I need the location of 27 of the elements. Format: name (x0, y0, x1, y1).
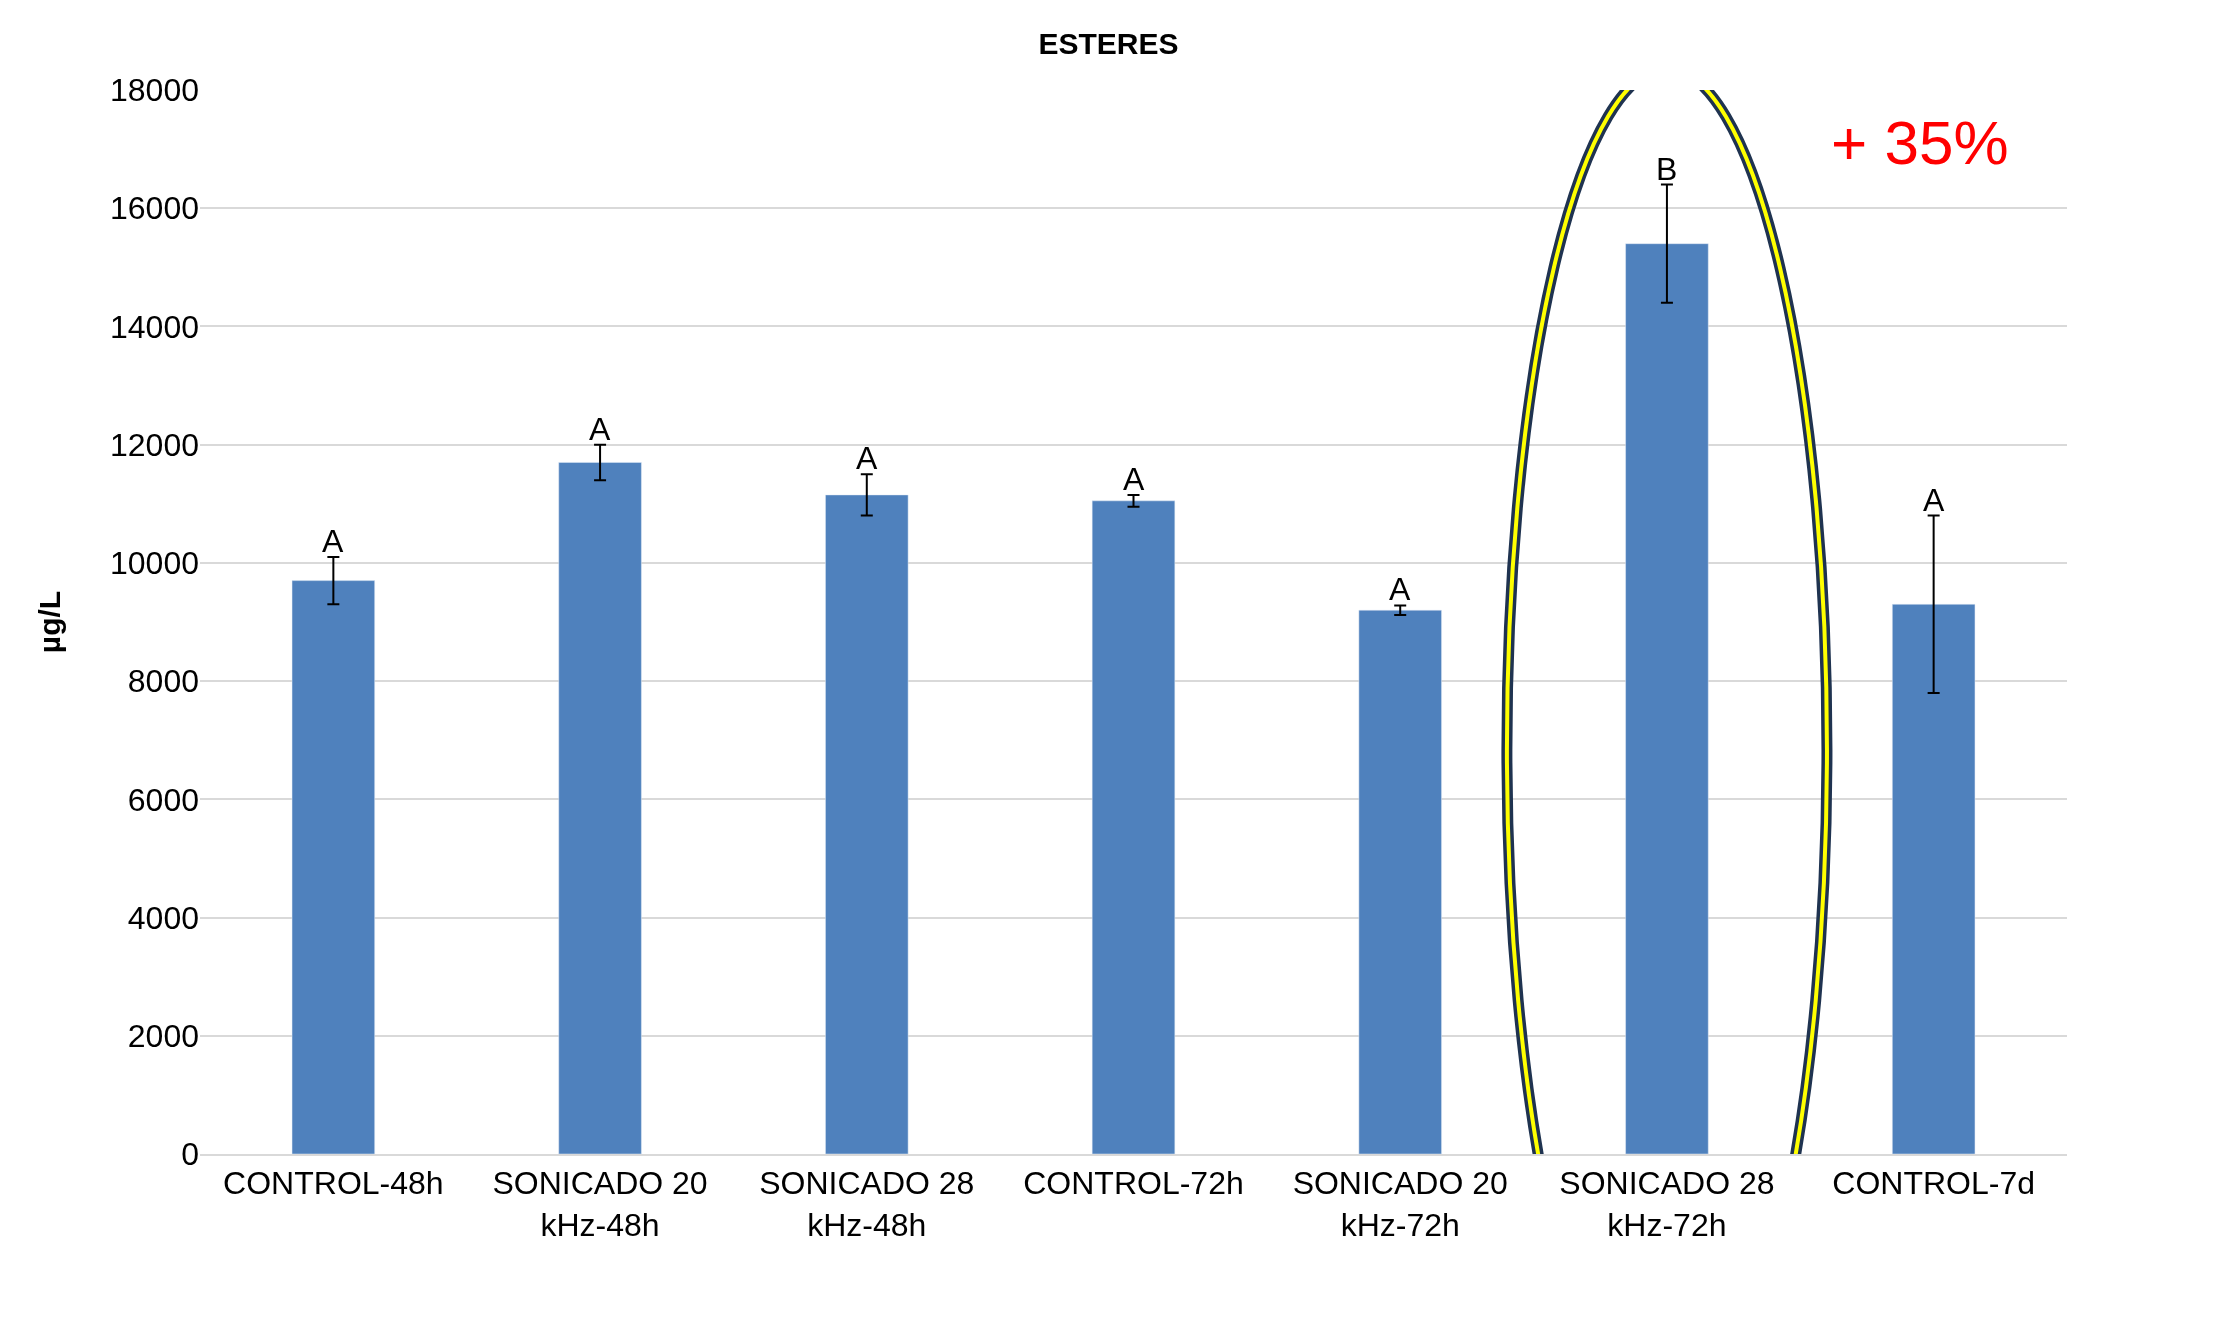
y-tick-label: 18000 (110, 72, 199, 109)
y-tick-label: 4000 (127, 899, 199, 936)
y-tick-label: 16000 (110, 190, 199, 227)
y-tick-label: 10000 (110, 545, 199, 582)
y-tick-label: 14000 (110, 308, 199, 345)
x-tick-label: SONICADO 28 kHz-72h (1559, 1165, 1775, 1243)
annotation: A (322, 523, 344, 559)
x-tick-label: CONTROL-72h (1023, 1165, 1244, 1202)
y-tick-label: 6000 (127, 781, 199, 818)
annotation: + 35% (1831, 108, 2009, 177)
y-axis-title: µg/L (33, 590, 67, 654)
annotation: A (589, 411, 611, 447)
annotation: A (1123, 461, 1145, 497)
y-tick-label: 12000 (110, 426, 199, 463)
chart-title: ESTERES (1038, 27, 1179, 61)
y-tick-label: 0 (181, 1136, 199, 1173)
y-tick-label: 2000 (127, 1017, 199, 1054)
x-tick-label: SONICADO 28 kHz-48h (759, 1165, 975, 1243)
x-tick-label: SONICADO 20 kHz-72h (1292, 1165, 1508, 1243)
x-tick-label: CONTROL-7d (1832, 1165, 2035, 1202)
annotation: B (1656, 151, 1678, 187)
x-tick-label: SONICADO 20 kHz-48h (492, 1165, 708, 1243)
annotation: A (1389, 571, 1411, 607)
x-tick-label: CONTROL-48h (223, 1165, 444, 1202)
annotation: A (856, 440, 878, 476)
annotation: A (1923, 482, 1945, 518)
y-tick-label: 8000 (127, 663, 199, 700)
